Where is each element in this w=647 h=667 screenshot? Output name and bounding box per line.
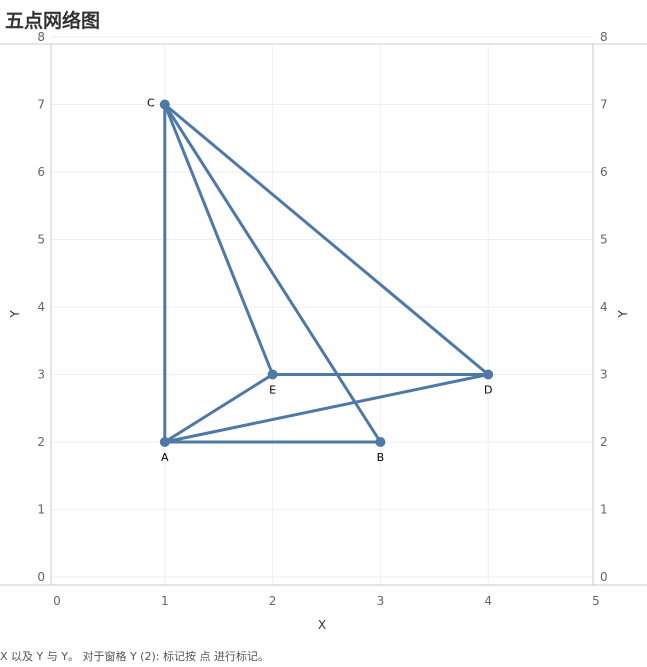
- y-tick-left-3: 3: [37, 368, 45, 382]
- y-tick-left-2: 2: [37, 435, 45, 449]
- edge-A-D: [163, 373, 490, 444]
- x-tick-4: 4: [484, 594, 492, 608]
- y-tick-left-6: 6: [37, 165, 45, 179]
- nodes: [159, 99, 494, 447]
- caption: X 以及 Y 与 Y。 对于窗格 Y (2): 标记按 点 进行标记。: [0, 650, 269, 663]
- node-label-B: B: [377, 451, 385, 464]
- x-tick-0: 0: [53, 594, 61, 608]
- y-tick-right-3: 3: [600, 368, 608, 382]
- node-label-C: C: [147, 97, 155, 110]
- grid-lines: [51, 36, 593, 585]
- chart-title: 五点网络图: [5, 10, 101, 32]
- y-tick-left-1: 1: [37, 503, 45, 517]
- node-label-E: E: [269, 384, 276, 397]
- y-tick-right-1: 1: [600, 503, 608, 517]
- node-labels: A B C D E: [147, 97, 492, 465]
- edge-A-E: [163, 373, 275, 444]
- node-label-D: D: [484, 384, 492, 397]
- x-tick-3: 3: [377, 594, 385, 608]
- y-tick-left-4: 4: [37, 300, 45, 314]
- y-axis-title-left: Y: [8, 310, 22, 319]
- y-axis-title-right: Y: [616, 310, 630, 319]
- edge-C-B: [163, 103, 382, 444]
- x-tick-2: 2: [269, 594, 277, 608]
- y-tick-right-0: 0: [600, 570, 608, 584]
- edges: [163, 103, 490, 444]
- node-C: [159, 99, 170, 110]
- axes: [0, 44, 647, 586]
- y-tick-right-7: 7: [600, 98, 608, 112]
- edge-C-E: [163, 103, 275, 376]
- y-tick-left-5: 5: [37, 233, 45, 247]
- node-A: [159, 437, 170, 447]
- y-tick-left-0: 0: [37, 570, 45, 584]
- x-tick-5: 5: [592, 594, 600, 608]
- y-tick-right-5: 5: [600, 233, 608, 247]
- node-B: [375, 437, 386, 447]
- edge-C-D: [163, 103, 490, 376]
- y-tick-left-8: 8: [37, 30, 45, 44]
- y-tick-right-6: 6: [600, 165, 608, 179]
- x-tick-1: 1: [161, 594, 169, 608]
- y-tick-left-7: 7: [37, 98, 45, 112]
- y-tick-right-8: 8: [600, 30, 608, 44]
- node-label-A: A: [161, 451, 169, 464]
- tick-labels: 0 01 12 23 34 45 56 67 78 80 1 2 3 4 5: [37, 30, 607, 608]
- node-D: [483, 369, 494, 380]
- y-tick-right-2: 2: [600, 435, 608, 449]
- y-tick-right-4: 4: [600, 300, 608, 314]
- x-axis-title: X: [318, 618, 326, 632]
- node-E: [267, 369, 278, 380]
